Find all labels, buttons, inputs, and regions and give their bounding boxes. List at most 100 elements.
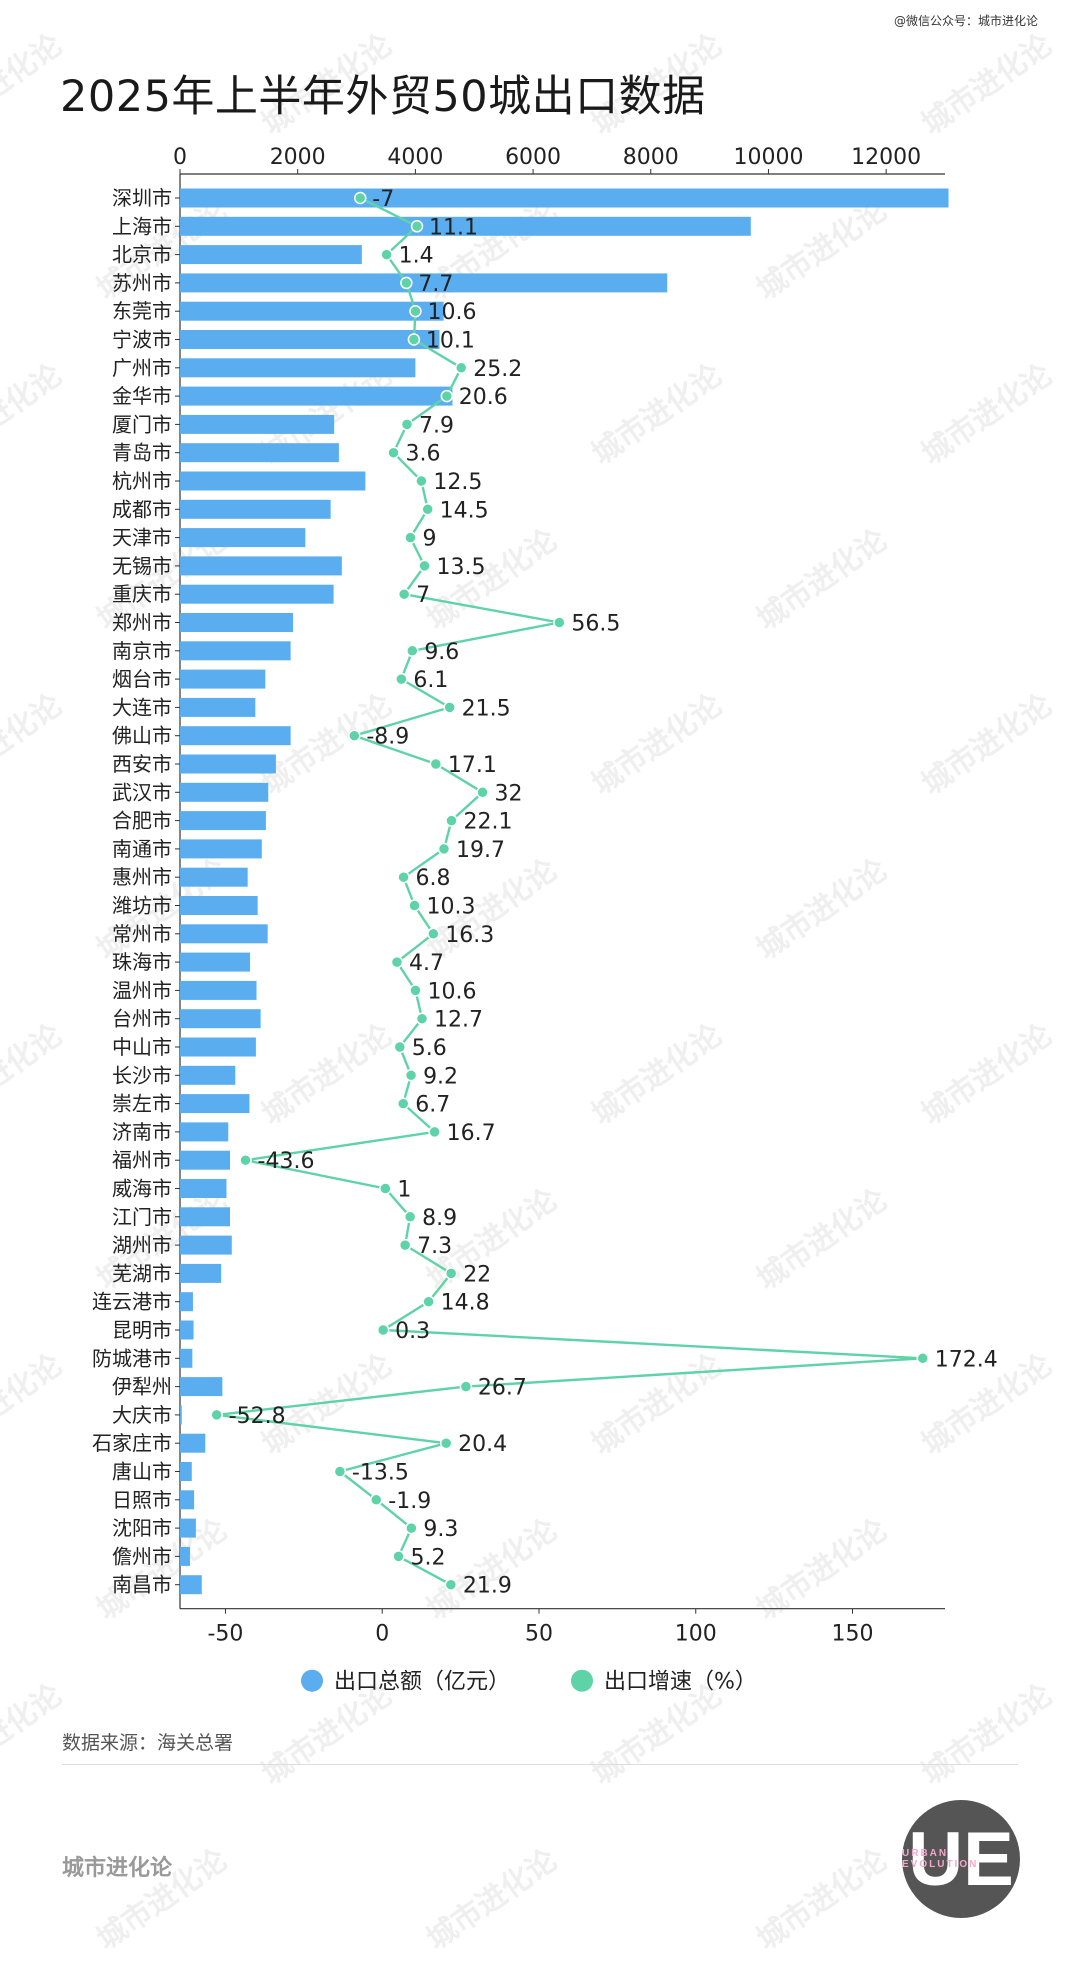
export-amount-bar <box>180 556 342 576</box>
growth-rate-point <box>459 1380 473 1393</box>
growth-rate-point <box>370 1493 383 1507</box>
category-label: 儋州市 <box>112 1544 172 1568</box>
export-amount-bar <box>180 1009 261 1029</box>
category-label: 重庆市 <box>112 582 172 606</box>
export-amount-bar <box>180 1348 193 1368</box>
logo-subtitle: URBAN EVOLUTION <box>902 1848 979 1870</box>
growth-rate-point <box>405 1521 418 1535</box>
growth-rate-point <box>376 1323 390 1337</box>
growth-rate-point <box>400 276 413 290</box>
category-label: 常州市 <box>112 922 172 946</box>
export-amount-bar <box>180 1207 231 1227</box>
growth-rate-label: 20.4 <box>458 1432 507 1457</box>
logo-text: UE <box>908 1816 1014 1902</box>
growth-rate-point <box>398 1238 412 1252</box>
brand-logo: UE URBAN EVOLUTION <box>902 1800 1020 1918</box>
growth-rate-label: 10.3 <box>427 895 476 920</box>
top-axis-tick-label: 10000 <box>733 145 803 170</box>
top-axis-tick-label: 0 <box>173 145 187 170</box>
growth-rate-label: 11.1 <box>429 215 478 240</box>
category-label: 连云港市 <box>92 1290 172 1314</box>
growth-rate-label: 22.1 <box>464 810 513 835</box>
growth-rate-point <box>395 672 408 686</box>
category-label: 昆明市 <box>112 1318 172 1342</box>
category-label: 东莞市 <box>112 299 172 323</box>
category-label: 中山市 <box>112 1035 172 1059</box>
export-amount-bar <box>180 1462 192 1481</box>
growth-rate-point <box>427 927 440 941</box>
export-amount-bar <box>180 613 293 632</box>
export-amount-bar <box>180 952 251 972</box>
export-amount-bar <box>180 1405 182 1425</box>
growth-rate-label: 7.7 <box>418 272 453 297</box>
bottom-axis-tick-label: 100 <box>675 1622 717 1647</box>
page-title: 2025年上半年外贸50城出口数据 <box>60 72 706 122</box>
growth-rate-label: 14.5 <box>440 498 489 523</box>
category-label: 无锡市 <box>112 554 172 578</box>
watermark-text: 城市进化论 <box>750 1842 894 1958</box>
growth-rate-label: 5.2 <box>411 1545 446 1570</box>
growth-rate-point <box>404 1069 418 1082</box>
growth-rate-label: 21.9 <box>463 1574 512 1599</box>
category-label: 深圳市 <box>112 186 172 210</box>
category-label: 石家庄市 <box>92 1431 172 1455</box>
export-amount-bar <box>180 471 366 491</box>
growth-rate-label: 9.6 <box>424 640 459 665</box>
category-label: 南京市 <box>112 639 172 663</box>
category-label: 金华市 <box>112 384 172 408</box>
export-amount-bar <box>180 697 256 717</box>
category-label: 南通市 <box>112 837 172 861</box>
export-amount-bar <box>180 1150 231 1170</box>
export-amount-bar <box>180 980 257 1000</box>
category-label: 珠海市 <box>112 950 172 974</box>
legend-label-growth: 出口增速（%） <box>604 1670 757 1695</box>
growth-rate-label: 12.5 <box>433 470 482 495</box>
category-label: 福州市 <box>112 1148 172 1172</box>
export-amount-bar <box>180 358 416 378</box>
export-amount-bar <box>180 1179 227 1198</box>
category-label: 青岛市 <box>112 441 172 465</box>
bottom-axis-tick-label: 50 <box>525 1622 553 1647</box>
category-label: 崇左市 <box>112 1092 172 1116</box>
category-label: 台州市 <box>112 1007 172 1031</box>
category-label: 苏州市 <box>112 271 172 295</box>
export-amount-bar <box>180 330 440 349</box>
growth-rate-point <box>439 1436 453 1450</box>
category-label: 杭州市 <box>112 469 172 493</box>
category-label: 唐山市 <box>112 1460 172 1484</box>
export-amount-bar <box>180 273 668 293</box>
export-amount-bar <box>180 188 949 208</box>
category-label: 防城港市 <box>92 1346 172 1370</box>
data-source: 数据来源：海关总署 <box>62 1732 234 1754</box>
growth-rate-point <box>418 559 431 573</box>
category-label: 长沙市 <box>112 1063 172 1087</box>
growth-rate-point <box>437 842 451 856</box>
growth-rate-label: -1.9 <box>388 1489 431 1514</box>
export-amount-bar <box>180 1433 206 1453</box>
category-label: 北京市 <box>112 243 172 267</box>
category-label: 温州市 <box>112 978 172 1002</box>
growth-rate-point <box>397 587 411 601</box>
growth-rate-label: -43.6 <box>258 1149 315 1174</box>
growth-rate-point <box>445 814 458 827</box>
watermark-text: 城市进化论 <box>420 1842 564 1958</box>
growth-rate-point <box>333 1465 347 1478</box>
growth-rate-point <box>396 1097 410 1110</box>
wechat-source-label: @微信公众号：城市进化论 <box>893 14 1038 28</box>
category-label: 大庆市 <box>112 1403 172 1427</box>
growth-rate-label: 10.6 <box>427 979 476 1004</box>
growth-rate-point <box>454 361 468 375</box>
growth-rate-point <box>354 191 367 205</box>
top-axis-tick-label: 4000 <box>387 145 443 170</box>
growth-rate-label: 16.7 <box>447 1121 496 1146</box>
divider <box>62 1764 1018 1765</box>
export-amount-bar <box>180 1377 223 1397</box>
bottom-axis-tick-label: 150 <box>832 1622 874 1647</box>
growth-rate-label: 8.9 <box>422 1206 457 1231</box>
export-amount-bar <box>180 301 444 321</box>
category-label: 佛山市 <box>112 724 172 748</box>
category-label: 成都市 <box>112 497 172 521</box>
category-label: 厦门市 <box>112 412 172 436</box>
export-amount-bar <box>180 867 248 887</box>
growth-rate-point <box>404 531 417 544</box>
